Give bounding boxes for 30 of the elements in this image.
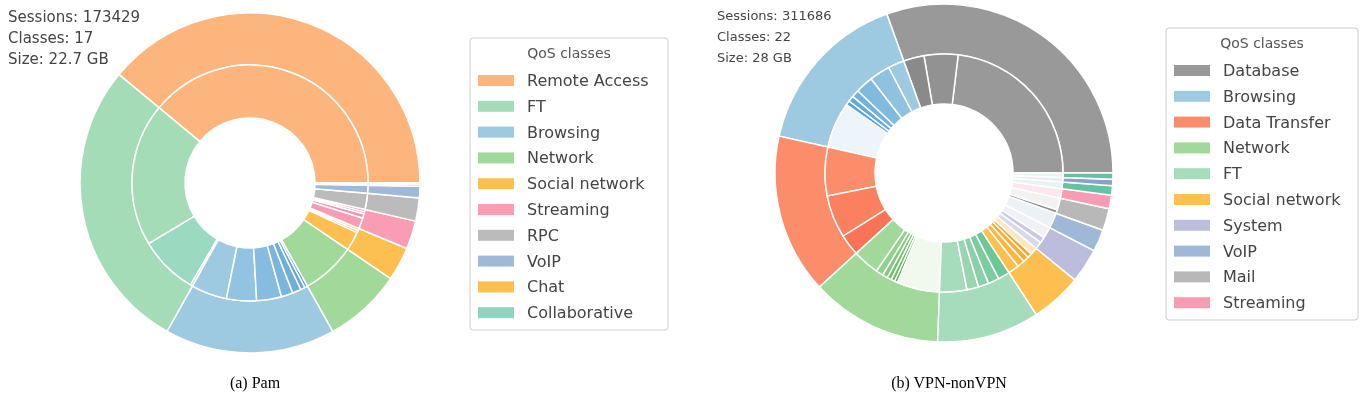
legend-label: VoIP <box>1223 241 1258 261</box>
legend-title: QoS classes <box>527 45 611 61</box>
legend-label: Streaming <box>1223 293 1306 313</box>
legend-label: Network <box>1223 138 1291 158</box>
legend-label: RPC <box>527 225 559 245</box>
legend-label: Remote Access <box>527 71 649 90</box>
legend-label: FT <box>527 96 546 116</box>
text: Size: 22.7 GB <box>8 50 109 68</box>
legend-label: Browsing <box>1223 86 1297 106</box>
text: (a) Pam <box>229 374 281 392</box>
legend-label: Mail <box>1223 267 1256 287</box>
legend-label: Streaming <box>527 200 610 219</box>
text: Sessions: 173429 <box>8 8 141 26</box>
legend-label: Social network <box>1223 190 1342 209</box>
legend-label: Chat <box>527 277 565 297</box>
legend-label: VoIP <box>527 251 562 271</box>
legend-label: FT <box>1223 164 1242 184</box>
legend-label: Network <box>527 148 595 168</box>
legend-label: Collaborative <box>527 303 634 323</box>
legend-label: Data Transfer <box>1223 112 1332 132</box>
text: Sessions: 311686 <box>717 8 832 23</box>
text: Size: 28 GB <box>717 50 792 65</box>
legend-label: Browsing <box>527 122 601 142</box>
legend-label: Social network <box>527 174 646 194</box>
text: Classes: 22 <box>717 29 792 44</box>
legend-label: System <box>1223 215 1283 235</box>
legend-title: QoS classes <box>1220 35 1304 51</box>
text: (b) VPN-nonVPN <box>891 374 1008 392</box>
text: Classes: 17 <box>8 29 94 47</box>
legend-label: Database <box>1223 61 1300 80</box>
